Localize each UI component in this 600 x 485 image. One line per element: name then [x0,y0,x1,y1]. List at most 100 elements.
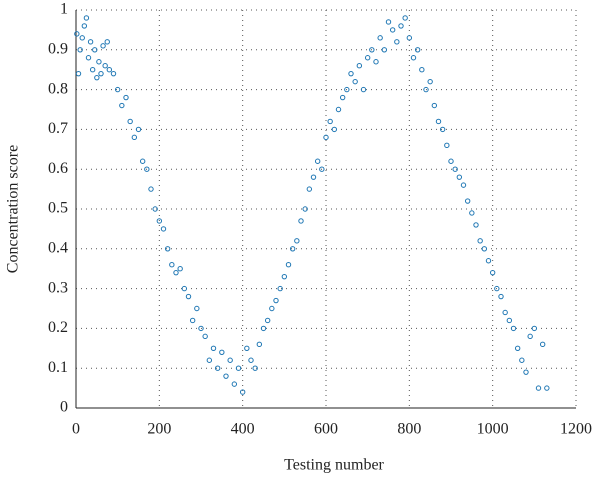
point [102,63,108,69]
y-tick-label: 1 [60,1,68,18]
point [444,142,450,149]
point [452,166,458,172]
point [156,218,163,224]
point [389,27,396,33]
point [348,70,354,77]
point [135,126,142,133]
point [98,70,104,77]
point [223,373,229,379]
point [139,158,146,164]
point [202,333,208,340]
point [414,47,421,53]
point [464,198,471,204]
point [74,31,80,37]
point [89,67,96,73]
point [119,102,125,109]
point [485,258,492,264]
point [210,345,217,351]
point [381,47,388,53]
point [235,365,242,371]
x-tick-label: 400 [231,421,255,438]
point [456,174,463,180]
point [469,210,475,216]
point [331,126,338,133]
point [448,158,454,164]
point [489,269,496,276]
point [298,218,304,224]
point [423,86,429,93]
point [214,365,221,371]
point [131,134,138,141]
point [239,389,246,395]
y-tick-label: 0.9 [48,40,68,57]
point [439,126,446,133]
point [244,345,250,351]
point [281,273,288,280]
point [75,70,82,77]
point [144,166,150,172]
point [327,118,333,125]
point [185,293,192,300]
point [519,357,525,363]
point [410,55,417,61]
point [352,78,358,85]
point [335,106,342,113]
point [319,166,325,172]
point [531,325,538,332]
point [152,206,158,212]
point [77,47,83,53]
point [419,67,425,73]
point [394,39,400,45]
x-tick-label: 800 [397,421,421,438]
point [100,43,106,49]
x-tick-label: 600 [314,421,338,438]
point [173,269,179,276]
point [169,262,175,268]
x-tick-label: 1000 [477,421,509,438]
point [360,86,367,93]
point [94,74,100,81]
point [194,305,200,312]
x-tick-label: 200 [147,421,171,438]
y-tick-label: 0.7 [48,120,68,137]
point [406,35,413,41]
point [85,55,92,61]
x-tick-label: 1200 [560,421,592,438]
point [310,174,317,180]
x-axis-label: Testing number [284,457,384,474]
point [494,285,500,292]
point [81,23,88,29]
point [96,59,102,65]
point [79,35,85,41]
point [498,293,504,300]
point [181,285,188,292]
point [427,78,433,85]
point [256,341,263,348]
point [198,325,204,332]
point [477,238,483,244]
point [269,305,275,312]
point [87,39,94,45]
point [302,206,308,212]
point [435,118,442,125]
point [527,333,533,340]
point [344,86,350,93]
point [481,246,488,252]
point [294,238,300,244]
point [402,15,408,21]
point [460,182,467,188]
y-tick-label: 0.5 [48,200,68,217]
point [506,317,513,324]
point [231,381,238,387]
point [473,222,479,228]
point [110,70,117,77]
point [248,357,254,363]
point [314,158,321,164]
point [369,47,375,53]
point [264,317,271,324]
point [106,67,113,73]
point [502,309,508,316]
point [160,226,167,232]
point [289,246,296,252]
point [364,55,371,61]
